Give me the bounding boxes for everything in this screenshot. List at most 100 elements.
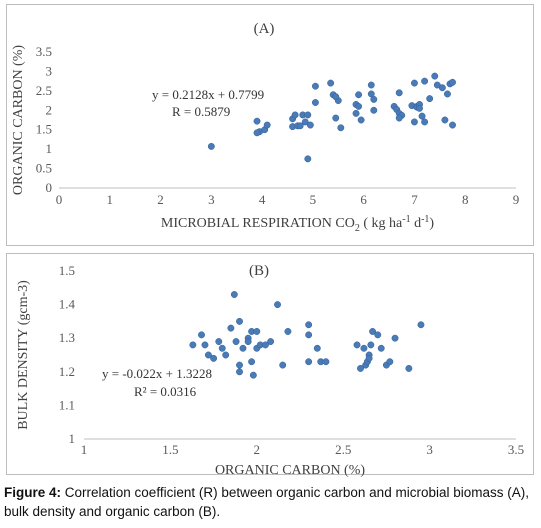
chart-b-data-point	[405, 364, 413, 372]
chart-a-title: (A)	[254, 21, 275, 37]
chart-b-data-point	[313, 344, 321, 352]
chart-a-y-tick-label: 2.5	[36, 83, 52, 98]
chart-b-data-point	[279, 361, 287, 369]
x-axis-label-part: 2	[355, 223, 360, 234]
chart-a-data-point	[449, 121, 456, 129]
chart-a-data-point	[410, 118, 418, 126]
chart-a-data-point	[263, 121, 271, 129]
chart-b-data-point	[222, 351, 230, 359]
chart-a-y-tick-label: 3	[46, 63, 53, 78]
chart-b-y-tick-label: 1.4	[59, 297, 76, 312]
figure-caption: Figure 4: Correlation coefficient (R) be…	[4, 483, 536, 521]
chart-a-data-point	[306, 121, 314, 129]
chart-a-data-point	[296, 122, 304, 130]
chart-b-data-point	[232, 338, 240, 346]
x-axis-label-part: MICROBIAL RESPIRATION CO	[161, 216, 355, 231]
chart-b-data-point	[386, 358, 394, 366]
chart-a-x-tick-label: 7	[411, 192, 418, 207]
chart-b-data-point	[248, 358, 256, 366]
chart-b-data-point	[218, 344, 226, 352]
chart-a-x-tick-label: 9	[513, 192, 520, 207]
chart-b-annotation: R² = 0.0316	[134, 384, 197, 399]
chart-a-data-point	[370, 95, 378, 103]
chart-a-data-point	[332, 93, 340, 101]
chart-b-svg: (B) 1 1.5 2 2.5 3 3.5 1 1.1 1.2 1.3 1.4 1.5 ORGANIC C…	[16, 263, 524, 478]
chart-b-data-point	[391, 334, 399, 342]
chart-a-x-tick-label: 3	[208, 192, 215, 207]
chart-b-data-point	[215, 338, 223, 346]
chart-a-data-point	[438, 84, 446, 92]
chart-a-data-point	[421, 118, 429, 126]
chart-b-y-tick-label: 1	[69, 431, 76, 446]
chart-a-data-point	[416, 104, 423, 112]
chart-a-y-tick-label: 3.5	[36, 44, 52, 59]
x-axis-label-part: )	[429, 216, 434, 231]
chart-a-data-point	[327, 79, 335, 87]
chart-b-data-point	[369, 328, 377, 335]
chart-b-x-tick-label: 3.5	[508, 442, 524, 457]
chart-b-data-point	[261, 341, 269, 349]
chart-a-annotation: R = 0.5879	[172, 104, 230, 119]
chart-b-data-point	[253, 328, 261, 335]
chart-b-title: (B)	[249, 263, 269, 279]
x-axis-label-part: -1	[421, 214, 429, 225]
chart-b-data-point	[365, 354, 373, 362]
x-axis-label-part: -1	[402, 214, 410, 225]
chart-b-data-point	[305, 331, 313, 339]
chart-b-data-point	[305, 358, 313, 366]
chart-a-x-tick-label: 5	[310, 192, 317, 207]
chart-a-data-point	[304, 155, 312, 163]
chart-b-data-point	[284, 328, 292, 335]
chart-a-data-point	[253, 129, 261, 137]
chart-a-data-point	[418, 112, 426, 120]
chart-a-data-point	[444, 90, 451, 98]
chart-a-data-point	[207, 142, 215, 150]
chart-a-data-point	[410, 79, 418, 87]
chart-b-x-axis-label: ORGANIC CARBON (%)	[215, 463, 365, 478]
chart-a-data-point	[367, 81, 375, 89]
chart-b-data-point	[201, 341, 209, 349]
chart-a-data-point	[301, 118, 309, 126]
chart-a-x-tick-label: 6	[360, 192, 367, 207]
chart-a-x-tick-label: 2	[157, 192, 164, 207]
chart-a-x-tick-label: 4	[259, 192, 266, 207]
chart-a-y-tick-label: 1	[46, 141, 53, 156]
chart-a-x-tick-label: 0	[56, 192, 63, 207]
chart-a-data-point	[449, 78, 456, 86]
chart-a-y-tick-label: 1.5	[36, 122, 52, 137]
chart-b-data-point	[227, 324, 235, 332]
chart-a-data-point	[311, 99, 319, 106]
chart-b-data-point	[367, 341, 375, 349]
caption-text: Correlation coefficient (R) between orga…	[4, 485, 529, 519]
chart-b-data-point	[236, 317, 243, 325]
chart-b-data-point	[267, 338, 275, 346]
chart-b-data-point	[236, 361, 243, 369]
caption-label: Figure 4:	[4, 485, 62, 500]
chart-a-data-point	[304, 111, 312, 119]
chart-b-data-point	[189, 341, 197, 349]
chart-a-data-point	[253, 117, 261, 125]
chart-a-annotation: y = 0.2128x + 0.7799	[152, 87, 264, 102]
chart-b-data-point	[305, 321, 313, 329]
chart-b-data-point	[198, 331, 205, 339]
chart-b-data-point	[377, 344, 385, 352]
chart-b-data-point	[230, 291, 238, 298]
chart-a-data-point	[395, 114, 403, 122]
chart-a-x-tick-label: 1	[107, 192, 114, 207]
chart-a-y-tick-label: 0.5	[36, 161, 52, 176]
chart-b-x-tick-label: 1.5	[162, 442, 178, 457]
chart-b-data-point	[239, 344, 247, 352]
x-axis-label-part: ( kg ha	[360, 216, 403, 231]
chart-b-data-point	[204, 351, 212, 359]
chart-b-data-point	[236, 368, 243, 376]
chart-b-x-tick-label: 3	[426, 442, 433, 457]
chart-b-panel: (B) 1 1.5 2 2.5 3 3.5 1 1.1 1.2 1.3 1.4 1.5 ORGANIC C…	[6, 253, 534, 478]
chart-b-data-point	[210, 354, 218, 362]
chart-a-svg: (A) 0 1 2 3 4 5 6 7 8 9 0 0.5 1 1.5 2 2.5 3 3.5 MICROBIAL R…	[11, 21, 520, 234]
chart-b-y-tick-label: 1.3	[59, 330, 75, 345]
chart-b-data-point	[417, 321, 425, 329]
chart-b-data-point	[374, 331, 382, 339]
chart-a-data-point	[355, 91, 363, 99]
chart-b-annotation: y = -0.022x + 1.3228	[102, 366, 212, 381]
chart-a-data-point	[355, 102, 363, 110]
